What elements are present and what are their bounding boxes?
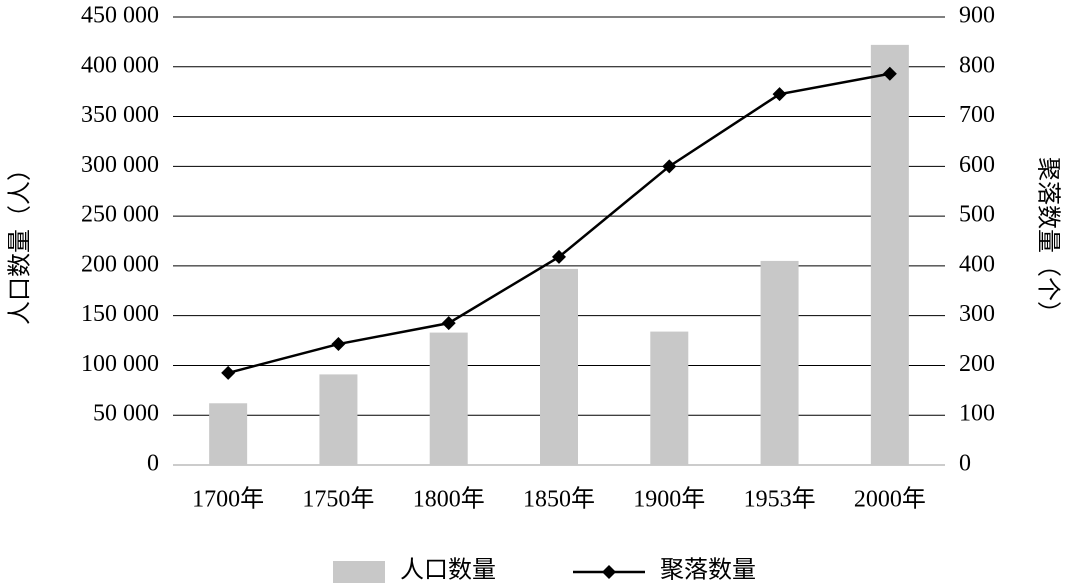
legend-label: 人口数量 [400, 557, 496, 584]
y-tick-label: 450 000 [81, 3, 159, 29]
x-tick-label: 1850年 [523, 486, 595, 513]
x-tick-label: 1700年 [192, 486, 264, 513]
bar [760, 260, 799, 465]
y2-tick-label: 0 [959, 451, 971, 477]
y2-tick-label: 200 [959, 351, 995, 377]
legend-marker [602, 565, 616, 579]
legend-swatch [333, 561, 385, 583]
x-tick-label: 2000年 [854, 486, 926, 513]
marker [331, 337, 346, 352]
y2-tick-label: 700 [959, 102, 995, 128]
y-tick-label: 0 [147, 451, 159, 477]
y-tick-label: 350 000 [81, 102, 159, 128]
y2-tick-label: 400 [959, 251, 995, 277]
marker [882, 66, 897, 81]
x-tick-label: 1750年 [302, 486, 374, 513]
y2-tick-label: 500 [959, 202, 995, 228]
y-tick-label: 300 000 [81, 152, 159, 178]
y-axis-label: 人口数量（人） [7, 157, 34, 325]
y-tick-label: 100 000 [81, 351, 159, 377]
y2-tick-label: 900 [959, 3, 995, 29]
y-tick-label: 150 000 [81, 301, 159, 327]
bar [209, 403, 248, 465]
y2-tick-label: 600 [959, 152, 995, 178]
marker [221, 365, 236, 380]
y-tick-label: 50 000 [93, 401, 159, 427]
marker [552, 249, 566, 264]
y2-tick-label: 100 [959, 401, 995, 427]
y-tick-label: 400 000 [81, 52, 159, 78]
x-tick-label: 1900年 [633, 486, 705, 513]
bar [650, 331, 689, 465]
marker [441, 316, 456, 331]
y-tick-label: 250 000 [81, 202, 159, 228]
x-tick-label: 1953年 [744, 486, 816, 513]
marker [772, 87, 787, 102]
bar [319, 374, 358, 465]
y2-axis-label: 聚落数量（个） [1034, 157, 1061, 325]
y2-tick-label: 800 [959, 52, 995, 78]
x-tick-label: 1800年 [413, 486, 485, 513]
bar [870, 44, 909, 466]
y2-tick-label: 300 [959, 301, 995, 327]
bar [540, 268, 578, 465]
y-tick-label: 200 000 [81, 251, 159, 277]
legend-label: 聚落数量 [660, 557, 756, 584]
bar [429, 332, 468, 465]
marker [662, 159, 677, 174]
